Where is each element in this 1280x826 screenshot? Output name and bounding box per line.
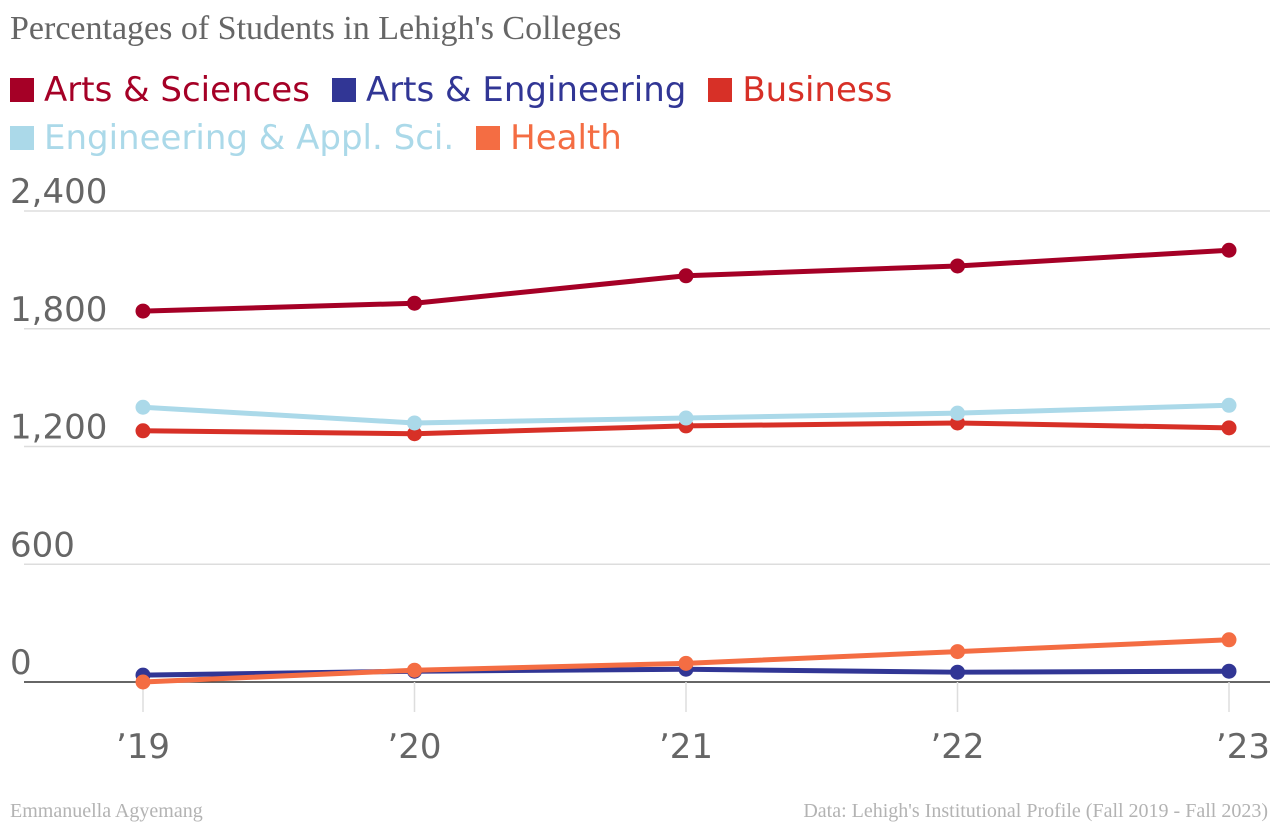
legend-item-health: Health xyxy=(476,114,622,162)
data-point-engineering-appl-sci[interactable] xyxy=(950,405,965,421)
data-point-arts-engineering[interactable] xyxy=(950,664,965,680)
data-point-health[interactable] xyxy=(678,655,694,671)
y-tick-label: 1,800 xyxy=(10,290,107,330)
data-point-engineering-appl-sci[interactable] xyxy=(135,399,151,415)
data-point-health[interactable] xyxy=(950,644,965,660)
x-axis-tick-labels: ’19 ’20 ’21 ’22 ’23 xyxy=(116,682,1270,767)
legend-label-arts-engineering: Arts & Engineering xyxy=(365,70,687,110)
series-lines xyxy=(135,242,1237,690)
legend: Arts & Sciences Arts & Engineering Busin… xyxy=(10,66,1010,162)
series-health xyxy=(135,632,1237,690)
data-point-engineering-appl-sci[interactable] xyxy=(678,410,694,426)
x-tick-label: ’22 xyxy=(930,727,984,767)
legend-swatch-business xyxy=(708,78,733,102)
x-tick-label: ’19 xyxy=(116,727,170,767)
legend-item-engineering-appl-sci: Engineering & Appl. Sci. xyxy=(10,114,454,162)
data-point-business[interactable] xyxy=(135,423,151,439)
legend-item-arts-sciences: Arts & Sciences xyxy=(10,66,310,114)
legend-label-arts-sciences: Arts & Sciences xyxy=(44,70,310,110)
legend-item-business: Business xyxy=(708,66,892,114)
data-point-arts-engineering[interactable] xyxy=(1221,663,1237,679)
legend-swatch-health xyxy=(476,126,501,150)
y-tick-label: 1,200 xyxy=(10,408,107,448)
data-point-engineering-appl-sci[interactable] xyxy=(407,415,422,431)
data-point-engineering-appl-sci[interactable] xyxy=(1221,397,1237,413)
legend-row-2: Engineering & Appl. Sci. Health xyxy=(10,114,1010,162)
legend-swatch-arts-sciences xyxy=(10,78,34,102)
legend-row-1: Arts & Sciences Arts & Engineering Busin… xyxy=(10,66,1010,114)
data-point-health[interactable] xyxy=(407,662,422,678)
data-source-credit: Data: Lehigh's Institutional Profile (Fa… xyxy=(803,800,1268,822)
legend-label-engineering-appl-sci: Engineering & Appl. Sci. xyxy=(44,118,455,158)
gridlines xyxy=(24,210,1270,683)
data-point-business[interactable] xyxy=(407,426,422,442)
series-arts-sciences xyxy=(135,242,1237,319)
legend-swatch-engineering-appl-sci xyxy=(10,126,34,150)
x-tick-label: ’20 xyxy=(387,727,441,767)
y-tick-label: 600 xyxy=(10,525,75,565)
chart-title: Percentages of Students in Lehigh's Coll… xyxy=(10,10,622,47)
series-engineering-appl-sci xyxy=(135,397,1237,431)
data-point-arts-sciences[interactable] xyxy=(1221,242,1237,258)
legend-label-health: Health xyxy=(510,118,622,158)
data-point-health[interactable] xyxy=(1221,632,1237,648)
legend-item-arts-engineering: Arts & Engineering xyxy=(331,66,687,114)
x-tick-label: ’21 xyxy=(659,727,713,767)
data-point-health[interactable] xyxy=(135,674,151,690)
author-credit: Emmanuella Agyemang xyxy=(10,800,203,822)
data-point-arts-sciences[interactable] xyxy=(678,268,694,284)
data-point-business[interactable] xyxy=(1221,420,1237,436)
y-tick-label: 2,400 xyxy=(10,172,107,212)
legend-swatch-arts-engineering xyxy=(331,78,356,102)
y-axis-tick-labels: 0 600 1,200 1,800 2,400 xyxy=(10,172,107,683)
data-point-arts-sciences[interactable] xyxy=(135,303,151,319)
x-tick-label: ’23 xyxy=(1216,727,1270,767)
legend-label-business: Business xyxy=(742,70,893,110)
data-point-arts-sciences[interactable] xyxy=(950,258,965,274)
y-tick-label: 0 xyxy=(10,643,32,683)
data-point-arts-sciences[interactable] xyxy=(407,295,422,311)
